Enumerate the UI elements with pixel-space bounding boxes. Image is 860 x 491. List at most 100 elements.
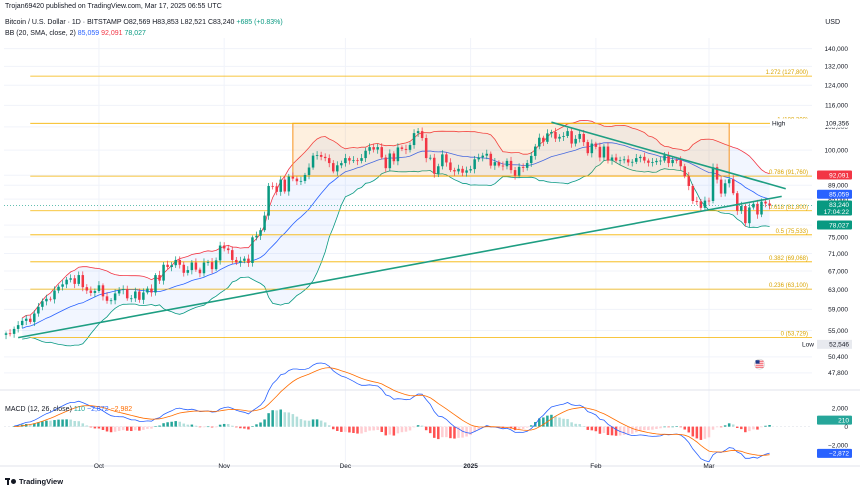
candle-body [49,298,52,300]
price-axis-label: 55,000 [828,328,848,335]
candle-body [534,146,537,156]
candle-body [449,162,452,171]
price-axis-label: 75,000 [828,234,848,241]
fib-level-label: 1.272 (127,800) [766,70,808,76]
bb-lower-value: 78,027 [124,30,146,37]
currency-label: USD [825,19,840,26]
macd-axis-label: 2,000 [832,405,849,412]
candle-body [360,158,363,161]
candle-body [226,248,230,251]
candle-body [73,278,76,284]
candle-body [392,153,396,162]
macd-histogram-bar [93,426,97,429]
candle-body [380,147,383,158]
symbol-name[interactable]: Bitcoin / U.S. Dollar · 1D · BITSTAMP [5,19,122,26]
bb-label: BB (20, SMA, close, 2) [5,30,76,37]
brand-name: TradingView [19,477,64,486]
macd-histogram-bar [594,426,598,432]
candle-body [566,131,569,136]
macd-histogram-bar [465,426,468,437]
bb-legend[interactable]: BB (20, SMA, close, 2) 85,059 92,091 78,… [5,30,146,37]
macd-histogram-bar [174,421,177,427]
macd-histogram-bar [267,413,270,427]
macd-histogram-bar [400,426,404,433]
macd-histogram-bar [315,419,319,427]
bb-lower-line [22,159,770,347]
candle-body [719,179,723,194]
macd-histogram-bar [428,426,432,434]
candle-body [271,185,274,187]
macd-histogram-bar [134,426,137,431]
candle-body [388,153,392,169]
candle-body [41,301,44,307]
macd-histogram-bar [752,426,755,430]
candle-body [594,143,598,147]
candle-body [630,161,634,163]
macd-histogram-bar [291,414,295,427]
macd-histogram-bar [550,414,553,427]
macd-histogram-bar [101,426,105,430]
macd-histogram-bar [554,416,557,427]
macd-histogram-bar [190,424,194,427]
candle-body [8,333,12,335]
candle-body [65,279,68,285]
candle-body [166,264,169,267]
macd-histogram-bar [49,420,52,427]
macd-histogram-bar [756,426,759,430]
macd-legend[interactable]: MACD (12, 26, close) 110 −2,872 −2,982 [5,406,132,413]
candle-body [744,206,747,224]
macd-histogram-bar [538,418,541,427]
price-axis-label: 71,000 [828,251,848,258]
candle-body [525,163,529,168]
price-axis-label: 132,000 [825,64,849,71]
macd-histogram-bar [57,419,60,427]
macd-histogram-bar [235,426,238,428]
candle-body [396,147,400,162]
macd-histogram-bar [437,426,440,440]
candle-body [376,147,379,150]
candle-body [703,200,707,208]
time-axis-label: 2025 [463,463,478,470]
candle-body [513,170,517,176]
macd-histogram-bar [477,426,480,430]
candle-body [332,163,335,172]
macd-histogram-bar [283,412,287,427]
macd-histogram-bar [703,426,707,439]
candle-body [279,179,282,192]
candle-body [441,154,444,167]
price-axis-label: 47,800 [828,370,848,377]
macd-histogram-bar [247,426,250,430]
candle-body [93,291,97,293]
candle-body [768,203,771,206]
candle-body [473,159,476,170]
macd-histogram-bar [768,424,771,427]
high-value: 83,853 [157,19,179,26]
symbol-line: Bitcoin / U.S. Dollar · 1D · BITSTAMP O8… [5,19,283,26]
macd-histogram-bar [356,426,359,434]
candle-body [303,174,307,181]
macd-histogram-bar [760,426,763,428]
time-axis-label: Oct [94,463,104,470]
low-marker-label: Low [802,342,814,349]
tradingview-logo[interactable]: TradingView [5,477,63,486]
candle-body [61,284,64,287]
macd-histogram-bar [570,422,573,427]
macd-histogram-bar [449,426,452,439]
candle-body [578,133,581,139]
macd-line-value: −2,872 [87,406,109,413]
candle-body [538,137,541,147]
candle-body [542,137,545,142]
candle-body [368,147,371,151]
macd-histogram-bar [239,426,242,429]
candle-body [461,168,464,173]
macd-histogram-bar [420,425,424,427]
macd-histogram-bar [210,426,214,428]
macd-histogram-bar [206,426,210,428]
candle-body [635,158,638,162]
candle-body [598,146,602,158]
candle-body [477,157,480,160]
macd-histogram-bar [323,422,327,427]
candle-body [174,259,177,266]
candle-body [651,162,654,163]
